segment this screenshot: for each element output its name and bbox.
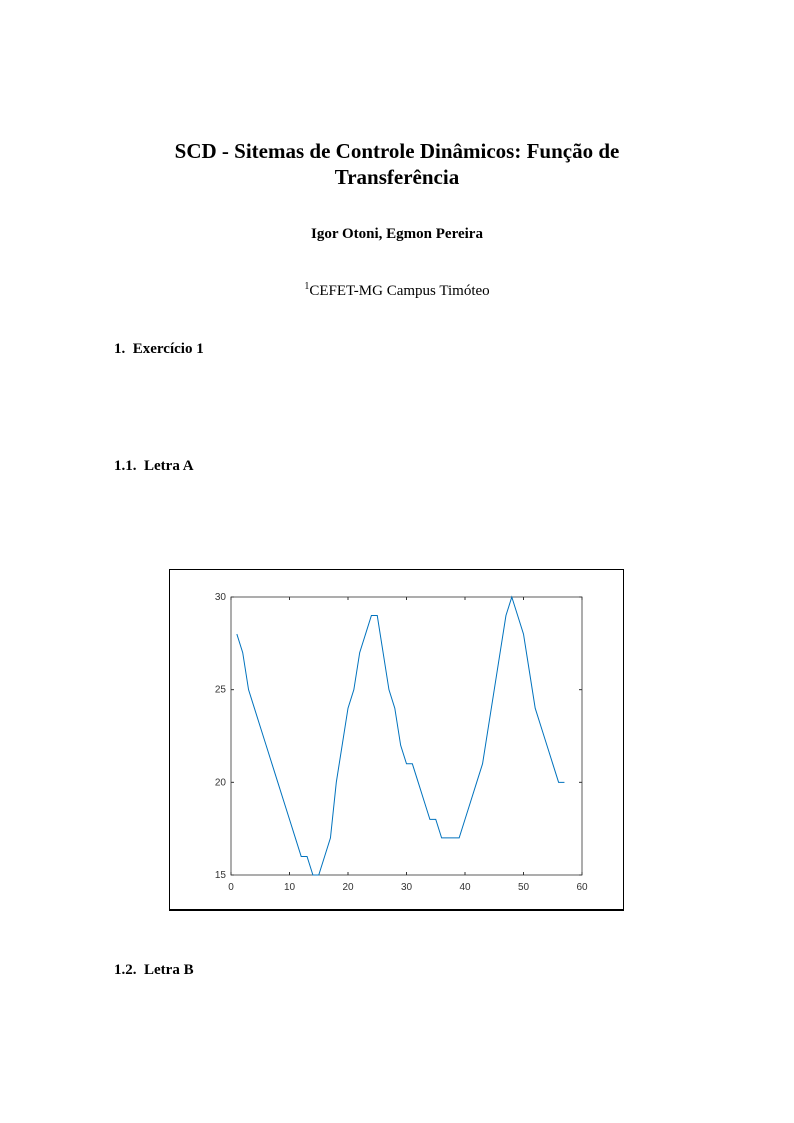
- paper-title: SCD - Sitemas de Controle Dinâmicos: Fun…: [174, 139, 620, 189]
- affiliation: 1CEFET-MG Campus Timóteo: [0, 281, 794, 300]
- data-series-line: [236, 595, 565, 876]
- y-tick-label: 25: [215, 685, 227, 696]
- x-tick-label: 50: [518, 882, 530, 893]
- y-tick-label: 15: [215, 870, 227, 881]
- section-label: Letra B: [144, 962, 194, 978]
- figure-plot: 0 10 20 30 40 50 60 15 20 25 30: [169, 569, 624, 911]
- x-tick-label: 40: [459, 882, 471, 893]
- section-number: 1.2.: [114, 962, 137, 978]
- section-number: 1.1.: [114, 458, 137, 474]
- x-tick-label: 0: [228, 882, 234, 893]
- y-tick-label: 30: [215, 592, 227, 603]
- section-heading-1-2: 1.2. Letra B: [114, 962, 194, 979]
- x-tick-label: 60: [576, 882, 588, 893]
- section-label: Letra A: [144, 458, 194, 474]
- line-chart: 0 10 20 30 40 50 60 15 20 25 30: [215, 592, 588, 893]
- x-tick-label: 30: [401, 882, 413, 893]
- section-label: Exercício 1: [132, 341, 204, 357]
- authors: Igor Otoni, Egmon Pereira: [311, 226, 483, 242]
- plot-area: [230, 596, 583, 876]
- x-tick-label: 20: [342, 882, 354, 893]
- section-heading-1-1: 1.1. Letra A: [114, 458, 194, 475]
- section-heading-1: 1. Exercício 1: [114, 341, 204, 358]
- x-tick-label: 10: [284, 882, 296, 893]
- affiliation-mark: 1: [304, 281, 310, 292]
- y-tick-label: 20: [215, 777, 227, 788]
- affiliation-text: CEFET-MG Campus Timóteo: [309, 283, 490, 299]
- section-number: 1.: [114, 341, 126, 357]
